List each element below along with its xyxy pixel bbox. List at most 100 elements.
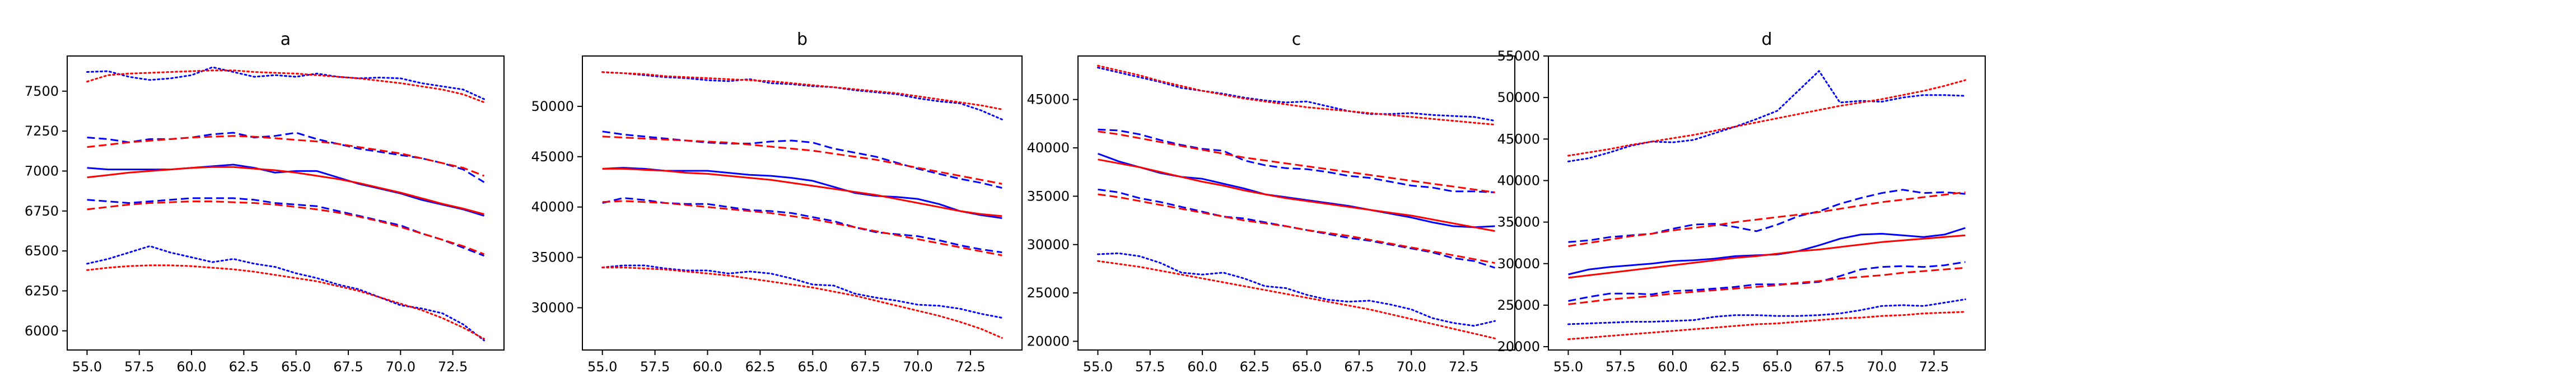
series-line-solid-red — [602, 167, 1002, 217]
series-line-dotted-blue — [1097, 252, 1496, 327]
series-line-dotted-blue — [86, 245, 485, 342]
series-line-dashed-red — [87, 200, 485, 255]
y-tick-label: 45000 — [1027, 92, 1070, 108]
series-line-dashed-red — [1568, 191, 1966, 248]
x-tick-label: 70.0 — [1397, 359, 1426, 375]
panel-a: a 55.0 57.5 60.0 62.5 65.0 67.5 70.0 72.5 6000 625… — [25, 30, 505, 375]
series-line-dotted-red — [1567, 79, 1966, 157]
y-tick-label: 50000 — [531, 99, 574, 114]
x-tick-label: 72.5 — [1449, 359, 1478, 375]
y-tick-label: 45000 — [531, 149, 574, 165]
y-tick-label: 50000 — [1497, 90, 1540, 105]
x-tick-label: 57.5 — [1135, 359, 1165, 375]
x-tick-label: 67.5 — [850, 359, 880, 375]
series-line-dashed-red — [1098, 130, 1495, 193]
series-line-dotted-red — [1097, 64, 1496, 126]
y-tick-label: 6250 — [25, 283, 59, 298]
x-tick-label: 60.0 — [176, 359, 206, 375]
y-tick-label: 25000 — [1027, 285, 1070, 301]
panel-c: c 55.0 57.5 60.0 62.5 65.0 67.5 70.0 72.5 20000 25… — [1027, 30, 1515, 375]
series-line-dashed-red — [602, 200, 1002, 256]
x-tick-label: 72.5 — [1919, 359, 1949, 375]
x-tick-label: 67.5 — [333, 359, 363, 375]
series-group — [1567, 70, 1966, 340]
panel-title: d — [1761, 30, 1772, 49]
y-tick-label: 30000 — [1027, 237, 1070, 253]
x-tick-label: 55.0 — [1553, 359, 1583, 375]
x-tick-label: 57.5 — [124, 359, 154, 375]
series-line-solid-red — [1568, 234, 1966, 279]
x-tick-label: 62.5 — [1710, 359, 1740, 375]
series-line-dashed-blue — [1568, 189, 1966, 243]
y-tick-label: 35000 — [531, 250, 574, 265]
series-group — [86, 66, 485, 342]
series-line-dotted-red — [601, 267, 1003, 339]
axes-frame — [1548, 55, 1986, 351]
x-tick-label: 55.0 — [587, 359, 617, 375]
y-tick-label: 6000 — [25, 323, 59, 339]
x-tick-label: 72.5 — [955, 359, 985, 375]
axes-frame — [582, 55, 1023, 351]
y-tick-label: 6500 — [25, 243, 59, 259]
y-tick-label: 7250 — [25, 123, 59, 139]
x-tick-label: 55.0 — [1083, 359, 1113, 375]
axes-frame — [67, 55, 505, 351]
series-group — [1097, 64, 1496, 339]
x-tick-label: 72.5 — [438, 359, 468, 375]
y-tick-label: 40000 — [531, 199, 574, 215]
x-tick-label: 70.0 — [386, 359, 416, 375]
panel-title: b — [797, 30, 808, 49]
y-tick-label: 7500 — [25, 83, 59, 99]
y-tick-label: 30000 — [1497, 256, 1540, 272]
series-line-solid-red — [87, 166, 484, 215]
x-tick-label: 65.0 — [1292, 359, 1322, 375]
y-tick-label: 40000 — [1497, 172, 1540, 188]
series-line-dotted-red — [86, 69, 485, 104]
series-line-dotted-blue — [1567, 70, 1966, 162]
series-line-dotted-red — [1567, 311, 1966, 340]
y-tick-label: 55000 — [1497, 48, 1540, 64]
panel-b: b 55.0 57.5 60.0 62.5 65.0 67.5 70.0 72.5 30000 35… — [531, 30, 1023, 375]
x-tick-label: 62.5 — [745, 359, 775, 375]
panel-d: d 55.0 57.5 60.0 62.5 65.0 67.5 70.0 72.5 20000 25… — [1497, 30, 1986, 375]
x-tick-label: 67.5 — [1344, 359, 1374, 375]
x-tick-label: 65.0 — [1762, 359, 1792, 375]
y-tick-label: 35000 — [1027, 188, 1070, 204]
y-tick-label: 25000 — [1497, 297, 1540, 313]
x-tick-label: 55.0 — [72, 359, 102, 375]
x-tick-label: 60.0 — [1658, 359, 1687, 375]
y-tick-label: 30000 — [531, 300, 574, 315]
x-tick-label: 67.5 — [1814, 359, 1844, 375]
y-tick-label: 40000 — [1027, 140, 1070, 156]
y-tick-label: 6750 — [25, 203, 59, 219]
series-line-dotted-red — [601, 71, 1003, 110]
series-line-dashed-red — [602, 136, 1002, 185]
series-line-dashed-blue — [1568, 261, 1966, 302]
series-line-dashed-blue — [602, 130, 1002, 189]
x-tick-label: 57.5 — [640, 359, 670, 375]
x-tick-label: 70.0 — [1867, 359, 1897, 375]
panel-title: c — [1292, 30, 1301, 49]
series-line-solid-red — [1098, 158, 1495, 232]
x-tick-label: 62.5 — [229, 359, 259, 375]
series-line-dotted-blue — [1097, 67, 1496, 122]
series-line-dotted-red — [1097, 260, 1496, 339]
x-tick-label: 60.0 — [693, 359, 722, 375]
x-tick-label: 60.0 — [1187, 359, 1217, 375]
axes-frame — [1077, 55, 1515, 351]
series-line-dashed-red — [87, 135, 485, 177]
y-tick-label: 20000 — [1497, 339, 1540, 354]
y-tick-label: 7000 — [25, 163, 59, 179]
panel-title: a — [281, 30, 291, 49]
y-tick-label: 20000 — [1027, 333, 1070, 349]
series-line-dotted-red — [86, 264, 485, 340]
x-tick-label: 65.0 — [798, 359, 828, 375]
y-tick-label: 35000 — [1497, 214, 1540, 230]
series-line-dashed-blue — [87, 197, 485, 257]
x-tick-label: 62.5 — [1240, 359, 1270, 375]
series-line-dotted-blue — [1567, 298, 1966, 325]
series-line-dashed-blue — [1098, 128, 1495, 193]
series-line-solid-blue — [87, 164, 484, 217]
x-tick-label: 70.0 — [903, 359, 932, 375]
